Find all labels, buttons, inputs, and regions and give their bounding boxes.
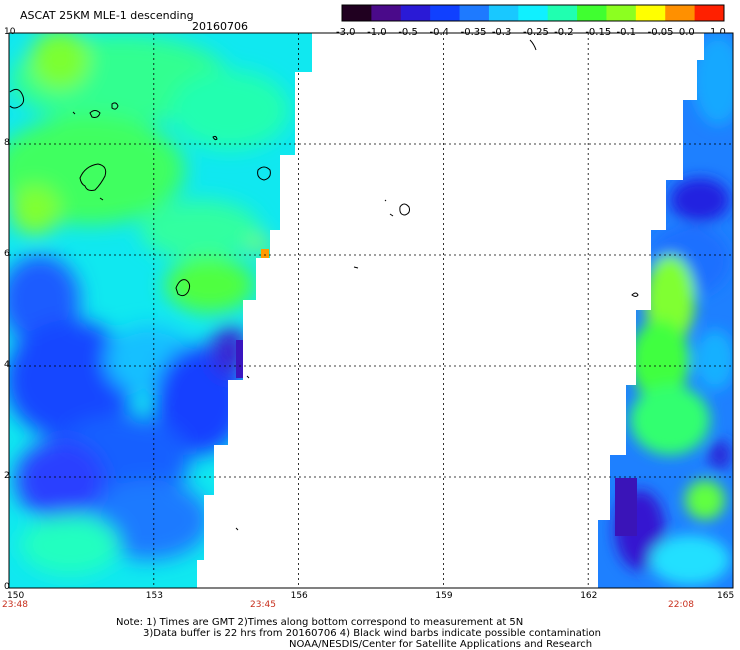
pass-time-label: 22:08 — [668, 600, 694, 610]
island-outline — [72, 111, 76, 115]
island-outline — [399, 203, 410, 216]
longitude-label: 153 — [145, 591, 163, 601]
colorbar-cell — [606, 5, 637, 21]
longitude-label: 156 — [290, 591, 308, 601]
note-line-2: 3)Data buffer is 22 hrs from 20160706 4)… — [143, 628, 601, 639]
left-swath — [9, 33, 312, 588]
island-outline — [631, 292, 639, 297]
latitude-label: 8 — [4, 138, 10, 148]
colorbar-cell — [488, 5, 519, 21]
island-outline — [9, 88, 25, 109]
colorbar-cell — [430, 5, 461, 21]
pass-time-label: 23:45 — [250, 600, 276, 610]
island-outline — [99, 197, 104, 201]
colorbar-cell — [635, 5, 666, 21]
note-line-1: Note: 1) Times are GMT 2)Times along bot… — [116, 617, 524, 628]
island-outline — [79, 163, 107, 191]
map-frame — [8, 32, 734, 589]
latitude-label: 2 — [4, 471, 10, 481]
colorbar-cell — [665, 5, 696, 21]
latitude-label: 4 — [4, 360, 10, 370]
colorbar-cells — [342, 5, 725, 21]
colorbar-cell — [459, 5, 490, 21]
pass-time-label: 23:48 — [2, 600, 28, 610]
latitude-label: 6 — [4, 249, 10, 259]
island-outline — [89, 110, 101, 118]
colorbar-cell — [400, 5, 431, 21]
colorbar-cell — [694, 5, 725, 21]
latitude-label: 0 — [4, 582, 10, 592]
map-date: 20160706 — [192, 20, 248, 33]
island-outline — [235, 527, 239, 531]
colorbar-cell — [342, 5, 372, 21]
island-outline — [353, 266, 359, 269]
longitude-label: 162 — [580, 591, 598, 601]
longitude-label: 159 — [435, 591, 453, 601]
longitude-label: 150 — [7, 591, 25, 601]
island-outline — [111, 102, 119, 110]
island-outline — [246, 375, 250, 379]
island-outline — [257, 166, 271, 181]
latitude-label: 10 — [4, 27, 16, 37]
island-outline — [212, 135, 218, 141]
longitude-label: 165 — [717, 591, 735, 601]
island-outline — [175, 279, 191, 297]
colorbar-cell — [547, 5, 578, 21]
colorbar-cell — [371, 5, 402, 21]
colorbar-cell — [577, 5, 607, 21]
right-swath — [598, 33, 733, 588]
island-outline — [529, 39, 537, 51]
map-title: ASCAT 25KM MLE-1 descending — [20, 9, 194, 22]
lat-lon-grid — [9, 33, 733, 588]
colorbar-cell — [518, 5, 549, 21]
note-line-3: NOAA/NESDIS/Center for Satellite Applica… — [289, 639, 593, 650]
colorbar — [341, 4, 725, 22]
island-outline — [389, 213, 394, 217]
colorbar-frame — [341, 4, 725, 22]
island-outline — [384, 199, 387, 202]
island-outlines — [9, 39, 639, 531]
